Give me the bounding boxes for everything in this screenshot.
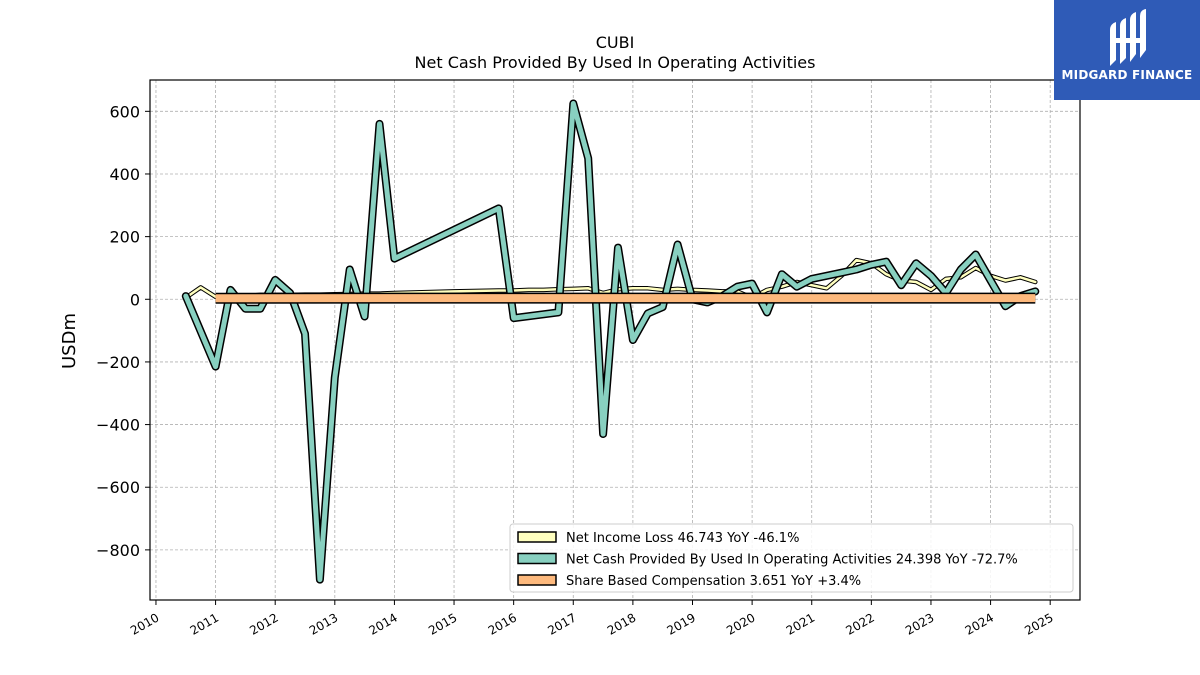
series-line bbox=[183, 101, 1038, 583]
y-tick-label: −200 bbox=[96, 353, 140, 372]
legend-label: Net Income Loss 46.743 YoY -46.1% bbox=[566, 531, 799, 546]
legend-label: Share Based Compensation 3.651 YoY +3.4% bbox=[566, 574, 861, 589]
y-tick-label: −400 bbox=[96, 416, 140, 435]
chart-subtitle: Net Cash Provided By Used In Operating A… bbox=[415, 53, 816, 72]
y-tick-label: 200 bbox=[109, 228, 140, 247]
brand-logo: MIDGARD FINANCE bbox=[1054, 0, 1200, 100]
logo-text: MIDGARD FINANCE bbox=[1061, 68, 1193, 82]
series-lines bbox=[181, 99, 1040, 584]
midgard-logo-icon bbox=[1110, 9, 1146, 66]
plot-frame bbox=[149, 79, 1081, 601]
legend-label: Net Cash Provided By Used In Operating A… bbox=[566, 553, 1018, 568]
legend-swatch bbox=[517, 574, 557, 586]
y-tick-label: 400 bbox=[109, 165, 140, 184]
legend: Net Income Loss 46.743 YoY -46.1% Net Cas… bbox=[509, 523, 1074, 593]
series-1 bbox=[181, 99, 1040, 584]
y-tick-label: 0 bbox=[130, 290, 140, 309]
legend-swatch bbox=[517, 531, 557, 543]
chart-title: CUBI bbox=[596, 33, 635, 52]
y-tick-label: 600 bbox=[109, 102, 140, 121]
y-axis-label: USDm bbox=[59, 313, 80, 369]
legend-swatch bbox=[517, 552, 557, 565]
legend-box bbox=[509, 523, 1074, 593]
y-tick-label: −800 bbox=[96, 541, 140, 560]
y-tick-label: −600 bbox=[96, 478, 140, 497]
